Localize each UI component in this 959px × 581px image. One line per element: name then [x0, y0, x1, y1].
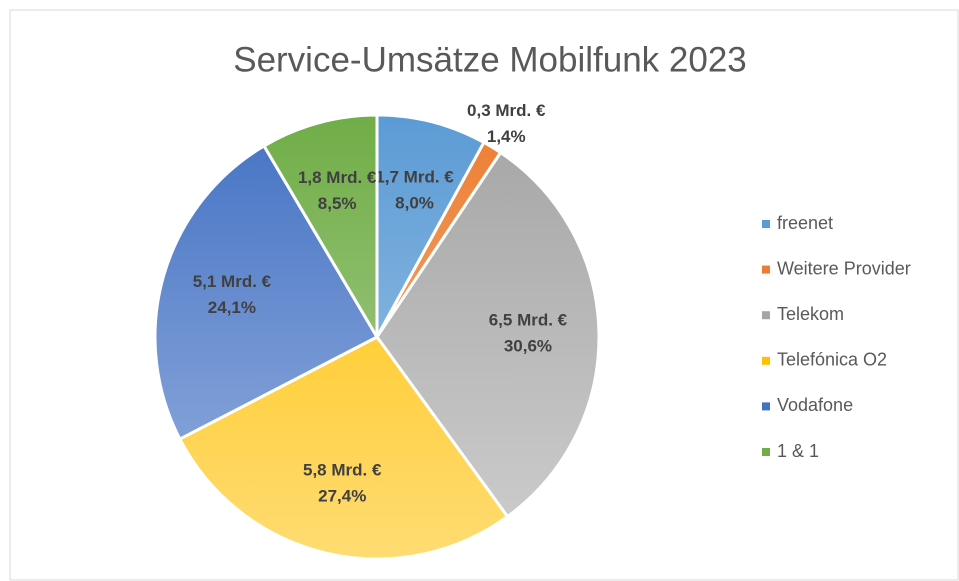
data-label: 24,1% — [208, 298, 256, 317]
chart-title: Service-Umsätze Mobilfunk 2023 — [233, 40, 747, 79]
legend-swatch — [762, 356, 770, 365]
pie-slice — [375, 150, 601, 519]
legend-label: Vodafone — [777, 395, 853, 415]
pie-slice — [375, 113, 486, 338]
data-label-amount: 5,8 Mrd. € — [303, 460, 382, 479]
data-label: 27,4% — [318, 486, 366, 505]
legend-swatch — [762, 402, 770, 411]
data-label: 8,0% — [395, 193, 434, 212]
legend-swatch — [762, 448, 770, 456]
legend-swatch — [762, 265, 770, 274]
legend-label: freenet — [777, 213, 833, 233]
pie-slice — [153, 143, 380, 442]
legend-label: Telefónica O2 — [777, 350, 887, 370]
pie-slice — [261, 113, 379, 343]
data-label: 30,6% — [504, 337, 552, 356]
data-label-amount: 5,1 Mrd. € — [193, 272, 272, 291]
data-label-amount: 1,8 Mrd. € — [298, 168, 377, 187]
data-label-amount: 1,7 Mrd. € — [375, 167, 454, 186]
data-label-amount: 0,3 Mrd. € — [467, 101, 546, 120]
data-label: 8,5% — [318, 194, 357, 213]
legend-label: Weitere Provider — [777, 258, 911, 278]
legend-swatch — [762, 311, 770, 320]
pie-slice — [177, 335, 510, 561]
data-label-amount: 6,5 Mrd. € — [489, 311, 568, 330]
legend-label: 1 & 1 — [777, 441, 819, 461]
legend-label: Telekom — [777, 304, 844, 324]
data-label: 1,4% — [487, 127, 526, 146]
legend-swatch — [762, 220, 770, 228]
